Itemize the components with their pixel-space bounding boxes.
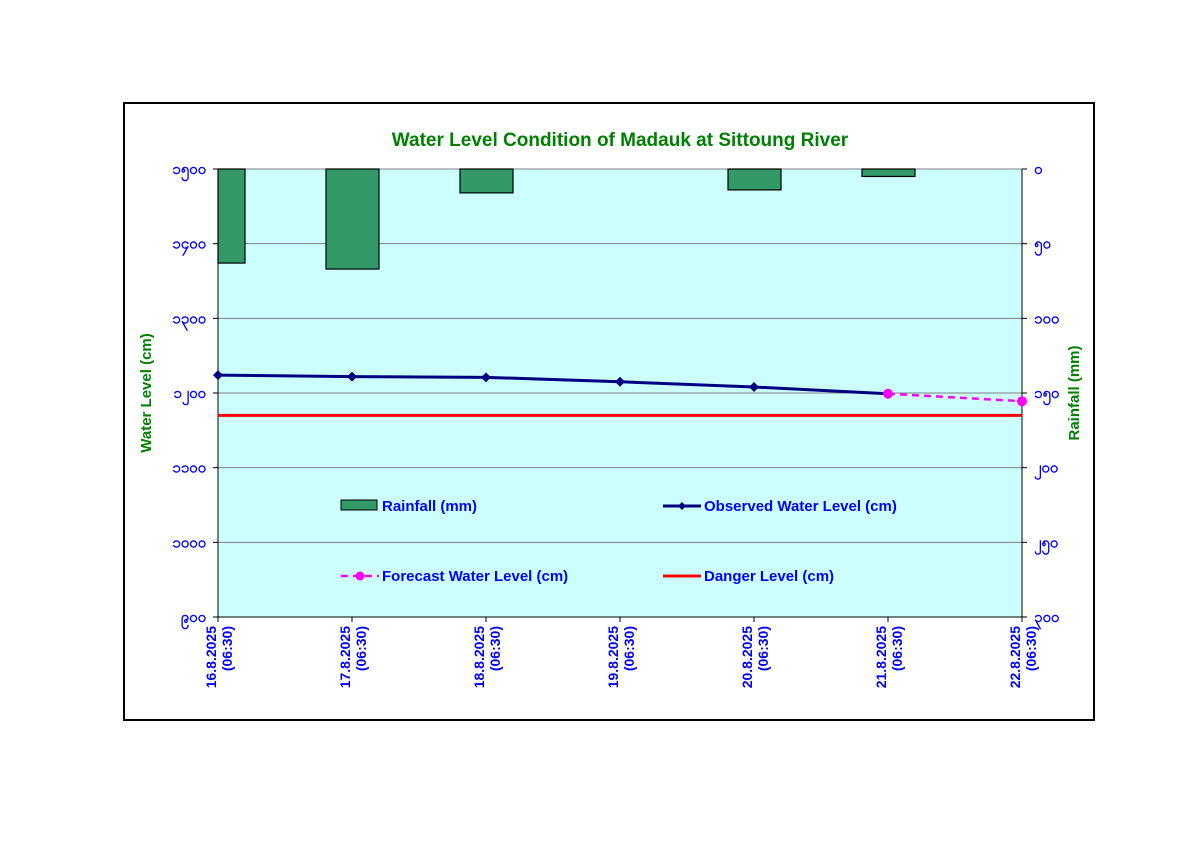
chart-svg: ၉၀၀ ၁၀၀၀ ၁၁၀၀ ၁၂၀၀ ၁၃၀၀ ၁၄၀၀ ၁၅၀၀ ၀၅၀၁၀၀၁၅၀၂၀၀၂… — [138, 130, 1083, 688]
x-tick-label-time: (06:30) — [219, 626, 235, 671]
left-tick-label: ၉၀၀ — [181, 609, 207, 630]
left-tick-label: ၁၃၀၀ — [172, 310, 206, 331]
legend-swatch-rainfall — [340, 499, 378, 511]
observed-water-level-line — [217, 373, 889, 396]
chart-frame: ၉၀၀ ၁၀၀၀ ၁၁၀၀ ၁၂၀၀ ၁၃၀၀ ၁၄၀၀ ၁၅၀၀ ၀၅၀၁၀၀၁၅၀၂၀၀၂… — [123, 102, 1095, 721]
observed-point — [481, 372, 491, 383]
right-tick-label: ၂၀၀ — [1034, 460, 1059, 481]
right-tick-label: ၃၀၀ — [1034, 609, 1060, 630]
rainfall-bar — [217, 168, 246, 264]
x-tick-label-date: 22.8.2025 — [1007, 626, 1023, 688]
chart-title: Water Level Condition of Madauk at Sitto… — [392, 130, 849, 151]
observed-point — [615, 376, 625, 387]
legend-label: Observed Water Level (cm) — [704, 498, 897, 515]
x-tick-label-time: (06:30) — [889, 626, 905, 671]
x-tick-label-time: (06:30) — [353, 626, 369, 671]
x-tick-label-time: (06:30) — [621, 626, 637, 671]
legend-label: Danger Level (cm) — [704, 568, 834, 585]
legend-marker-observed — [678, 502, 686, 510]
left-tick-label: ၁၁၀၀ — [172, 460, 206, 477]
left-tick-label: ၁၄၀၀ — [172, 236, 206, 257]
observed-point — [749, 382, 759, 393]
x-tick-label-date: 19.8.2025 — [605, 626, 621, 688]
left-axis-title: Water Level (cm) — [138, 333, 155, 452]
rainfall-bar — [727, 168, 782, 191]
observed-point — [213, 370, 223, 381]
right-tick-label: ၂၅၀ — [1034, 534, 1059, 555]
legend-label: Rainfall (mm) — [382, 498, 477, 515]
forecast-water-level-line — [887, 392, 1023, 403]
right-tick-label: ၁၀၀ — [1034, 310, 1060, 327]
x-tick-label-date: 20.8.2025 — [739, 626, 755, 688]
x-tick-label-time: (06:30) — [755, 626, 771, 671]
x-tick-label-time: (06:30) — [1023, 626, 1039, 671]
rainfall-bar — [459, 168, 514, 194]
x-tick-label-date: 21.8.2025 — [873, 626, 889, 688]
forecast-point — [883, 388, 893, 399]
left-tick-label: ၁၀၀၀ — [172, 534, 206, 551]
right-tick-label: ၅၀ — [1034, 236, 1051, 257]
right-axis-title: Rainfall (mm) — [1066, 345, 1083, 440]
x-tick-label-time: (06:30) — [487, 626, 503, 671]
right-tick-label: ၁၅၀ — [1034, 385, 1060, 406]
left-tick-label: ၁၅၀၀ — [172, 161, 206, 182]
rainfall-bar — [861, 168, 916, 178]
x-tick-label-date: 16.8.2025 — [203, 626, 219, 688]
x-tick-label-date: 18.8.2025 — [471, 626, 487, 688]
x-tick-label-date: 17.8.2025 — [337, 626, 353, 688]
legend-label: Forecast Water Level (cm) — [382, 568, 568, 585]
rainfall-bar — [325, 168, 380, 270]
forecast-point — [1017, 396, 1027, 407]
legend-marker-forecast — [355, 571, 365, 581]
observed-point — [347, 371, 357, 382]
left-tick-label: ၁၂၀၀ — [173, 385, 206, 406]
right-tick-label: ၀ — [1034, 161, 1043, 178]
